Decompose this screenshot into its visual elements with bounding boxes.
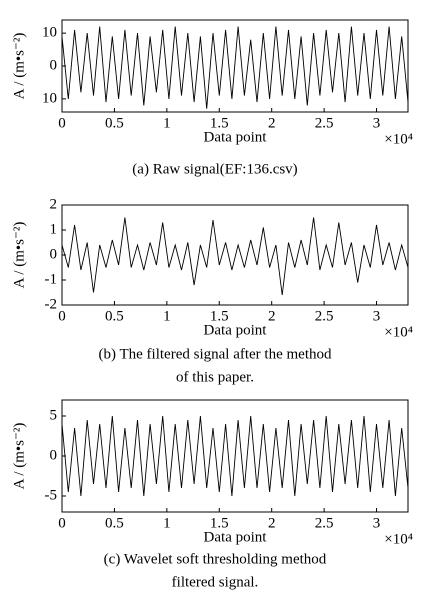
x-axis-label: Data point bbox=[204, 129, 268, 145]
x-multiplier: ×10⁴ bbox=[384, 131, 413, 147]
x-tick-label: 3 bbox=[373, 308, 381, 324]
caption: filtered signal. bbox=[172, 574, 259, 590]
x-tick-label: 2 bbox=[268, 308, 276, 324]
x-tick-label: 3 bbox=[373, 115, 381, 131]
x-tick-label: 1.5 bbox=[210, 515, 229, 531]
x-tick-label: 0 bbox=[58, 308, 66, 324]
y-tick-label: 1 bbox=[50, 221, 58, 237]
x-tick-label: 2.5 bbox=[315, 308, 334, 324]
x-axis-label: Data point bbox=[204, 322, 268, 338]
x-tick-label: 1.5 bbox=[210, 115, 229, 131]
y-tick-label: 10 bbox=[42, 25, 57, 41]
x-tick-label: 2 bbox=[268, 115, 276, 131]
caption: (a) Raw signal(EF:136.csv) bbox=[132, 161, 297, 177]
y-axis-label: A / (m•s⁻²) bbox=[11, 222, 27, 289]
x-tick-label: 0.5 bbox=[105, 515, 124, 531]
y-tick-label: 0 bbox=[50, 447, 58, 463]
signal-line bbox=[61, 26, 409, 109]
x-tick-label: 1 bbox=[163, 515, 171, 531]
caption: (b) The filtered signal after the method bbox=[99, 346, 332, 362]
y-tick-label: 0 bbox=[50, 57, 58, 73]
y-tick-label: 2 bbox=[50, 196, 58, 212]
y-tick-label: -2 bbox=[45, 296, 58, 312]
signal-line bbox=[61, 217, 409, 296]
y-tick-label: -1 bbox=[45, 271, 58, 287]
x-tick-label: 0 bbox=[58, 115, 66, 131]
x-multiplier: ×10⁴ bbox=[384, 324, 413, 340]
y-tick-label: -5 bbox=[45, 487, 58, 503]
x-tick-label: 1 bbox=[163, 115, 171, 131]
x-tick-label: 2.5 bbox=[315, 515, 334, 531]
x-tick-label: 2.5 bbox=[315, 115, 334, 131]
y-axis-label: A / (m•s⁻²) bbox=[11, 33, 27, 100]
x-tick-label: 0 bbox=[58, 515, 66, 531]
y-axis-label: A / (m•s⁻²) bbox=[11, 423, 27, 490]
caption: of this paper. bbox=[176, 369, 254, 385]
x-tick-label: 0.5 bbox=[105, 115, 124, 131]
x-tick-label: 2 bbox=[268, 515, 276, 531]
y-tick-label: 0 bbox=[50, 246, 58, 262]
x-axis-label: Data point bbox=[204, 529, 268, 545]
caption: (c) Wavelet soft thresholding method bbox=[104, 551, 327, 567]
y-tick-label: 10 bbox=[42, 90, 57, 106]
x-tick-label: 1.5 bbox=[210, 308, 229, 324]
x-tick-label: 3 bbox=[373, 515, 381, 531]
signal-line bbox=[61, 415, 409, 497]
x-tick-label: 0.5 bbox=[105, 308, 124, 324]
plot-frame bbox=[61, 204, 409, 306]
x-multiplier: ×10⁴ bbox=[384, 531, 413, 547]
x-tick-label: 1 bbox=[163, 308, 171, 324]
y-tick-label: 5 bbox=[50, 407, 58, 423]
